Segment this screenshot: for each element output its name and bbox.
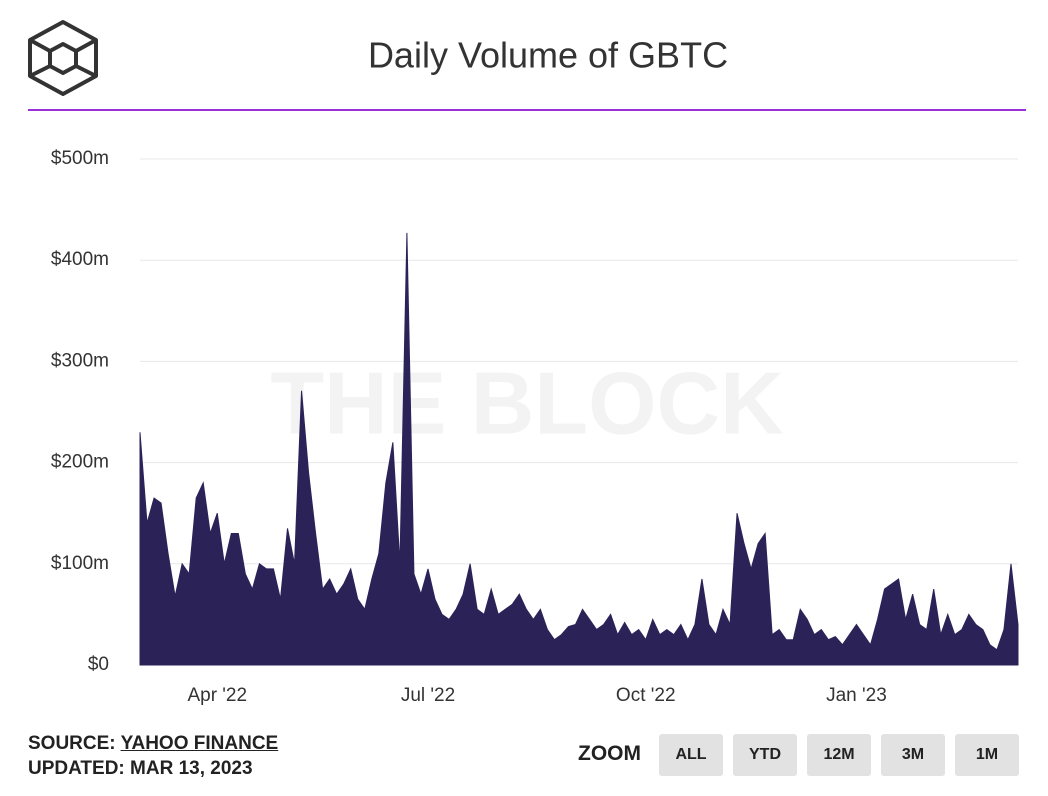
- y-tick-label: $200m: [51, 452, 109, 473]
- x-tick-label: Apr '22: [187, 685, 247, 706]
- updated: UPDATED: MAR 13, 2023: [28, 758, 253, 779]
- zoom-button[interactable]: 3M: [881, 734, 945, 776]
- watermark: THE BLOCK: [270, 353, 783, 452]
- zoom-label: ZOOM: [578, 742, 641, 765]
- y-tick-label: $100m: [51, 553, 109, 574]
- chart-title: Daily Volume of GBTC: [368, 35, 728, 76]
- x-tick-label: Oct '22: [616, 685, 676, 706]
- y-tick-label: $300m: [51, 350, 109, 371]
- zoom-button[interactable]: YTD: [733, 734, 797, 776]
- zoom-button[interactable]: 12M: [807, 734, 871, 776]
- zoom-button[interactable]: 1M: [955, 734, 1019, 776]
- y-tick-label: $0: [88, 654, 109, 675]
- y-tick-label: $400m: [51, 249, 109, 270]
- source-label: SOURCE:: [28, 733, 116, 754]
- y-tick-label: $500m: [51, 148, 109, 169]
- source-link[interactable]: YAHOO FINANCE: [120, 733, 279, 754]
- zoom-button[interactable]: ALL: [659, 734, 723, 776]
- logo: [28, 20, 98, 96]
- x-tick-label: Jan '23: [826, 685, 887, 706]
- area: [139, 232, 1019, 666]
- x-tick-label: Jul '22: [401, 685, 455, 706]
- source: SOURCE: YAHOO FINANCE: [28, 733, 278, 755]
